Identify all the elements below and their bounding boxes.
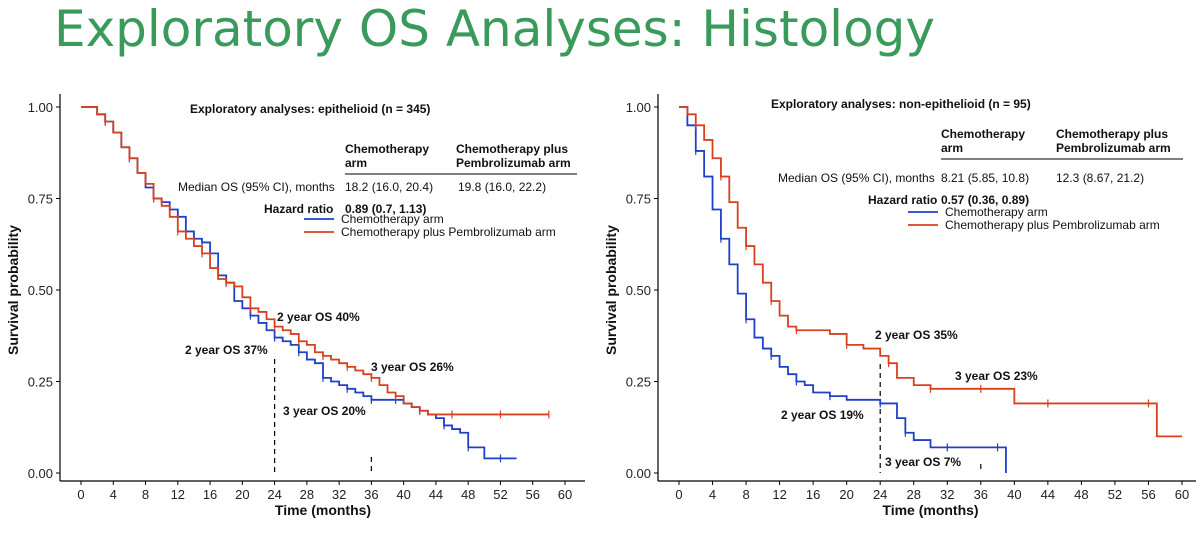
hazard-ratio-value: 0.57 (0.36, 0.89) — [941, 193, 1029, 207]
x-tick-label: 28 — [906, 487, 920, 502]
y-tick-label: 0.50 — [626, 283, 651, 298]
os-annotation: 2 year OS 40% — [277, 310, 360, 324]
x-tick-label: 48 — [461, 487, 475, 502]
x-tick-label: 32 — [940, 487, 954, 502]
y-tick-label: 0.25 — [28, 375, 53, 390]
y-tick-label: 0.00 — [28, 466, 53, 481]
hazard-ratio-label: Hazard ratio — [868, 193, 937, 207]
x-tick-label: 8 — [142, 487, 149, 502]
median-os-chemo: 8.21 (5.85, 10.8) — [941, 171, 1029, 185]
x-tick-label: 52 — [493, 487, 507, 502]
os-annotation: 3 year OS 23% — [955, 369, 1038, 383]
x-tick-label: 0 — [77, 487, 84, 502]
slide-title: Exploratory OS Analyses: Histology — [54, 0, 935, 58]
median-os-chemo: 18.2 (16.0, 20.4) — [345, 180, 433, 194]
hazard-ratio-value: 0.89 (0.7, 1.13) — [345, 202, 426, 216]
table-col2-header: Chemotherapy plus — [456, 142, 568, 156]
median-os-pembro: 19.8 (16.0, 22.2) — [458, 180, 546, 194]
y-tick-label: 0.25 — [626, 375, 651, 390]
table-col1-header: arm — [941, 141, 963, 155]
x-tick-label: 32 — [332, 487, 346, 502]
os-annotation: 3 year OS 7% — [885, 455, 961, 469]
x-tick-label: 12 — [171, 487, 185, 502]
x-tick-label: 28 — [300, 487, 314, 502]
os-annotation: 3 year OS 20% — [283, 404, 366, 418]
y-tick-label: 0.00 — [626, 466, 651, 481]
median-os-label: Median OS (95% CI), months — [778, 171, 935, 185]
x-tick-label: 56 — [525, 487, 539, 502]
table-col2-header: Pembrolizumab arm — [1056, 141, 1171, 155]
table-col1-header: Chemotherapy — [345, 142, 429, 156]
table-col1-header: arm — [345, 156, 367, 170]
x-tick-label: 24 — [267, 487, 281, 502]
x-tick-label: 0 — [675, 487, 682, 502]
os-annotation: 2 year OS 35% — [875, 328, 958, 342]
km-chart-epithelioid: 0.000.250.500.751.000 4 8 12 16 20 24 28 32 36 40 4… — [5, 94, 585, 518]
x-tick-label: 20 — [839, 487, 853, 502]
x-tick-label: 40 — [396, 487, 410, 502]
y-tick-label: 1.00 — [28, 100, 53, 115]
x-tick-label: 20 — [235, 487, 249, 502]
os-annotation: 2 year OS 37% — [185, 343, 268, 357]
x-tick-label: 48 — [1074, 487, 1088, 502]
x-tick-label: 4 — [110, 487, 117, 502]
y-tick-label: 0.75 — [28, 192, 53, 207]
series-line-chemotherapy — [679, 106, 1007, 473]
x-tick-label: 60 — [1175, 487, 1189, 502]
x-tick-label: 12 — [772, 487, 786, 502]
x-tick-label: 60 — [558, 487, 572, 502]
y-axis-title: Survival probability — [5, 225, 21, 355]
series-line-chemo-pembrolizumab — [679, 106, 1182, 438]
os-annotation: 2 year OS 19% — [781, 408, 864, 422]
y-tick-label: 0.50 — [28, 283, 53, 298]
panel-title: Exploratory analyses: epithelioid (n = 3… — [190, 102, 430, 116]
x-tick-label: 40 — [1007, 487, 1021, 502]
y-tick-label: 1.00 — [626, 100, 651, 115]
hazard-ratio-label: Hazard ratio — [264, 202, 333, 216]
table-col2-header: Chemotherapy plus — [1056, 127, 1168, 141]
x-tick-label: 24 — [873, 487, 887, 502]
os-annotation: 3 year OS 26% — [371, 360, 454, 374]
x-tick-label: 8 — [742, 487, 749, 502]
x-tick-label: 4 — [709, 487, 716, 502]
y-tick-label: 0.75 — [626, 192, 651, 207]
legend-label: Chemotherapy plus Pembrolizumab arm — [945, 218, 1160, 232]
table-col1-header: Chemotherapy — [941, 127, 1025, 141]
x-tick-label: 52 — [1108, 487, 1122, 502]
x-tick-label: 44 — [429, 487, 443, 502]
x-tick-label: 16 — [806, 487, 820, 502]
x-axis-title: Time (months) — [275, 502, 371, 518]
table-col2-header: Pembrolizumab arm — [456, 156, 571, 170]
x-tick-label: 16 — [203, 487, 217, 502]
panel-title: Exploratory analyses: non-epithelioid (n… — [771, 97, 1031, 111]
km-chart-non-epithelioid: 0.000.250.500.751.000 4 8 12 16 20 24 28 32 36 40 4… — [603, 94, 1196, 518]
y-axis-title: Survival probability — [603, 225, 619, 355]
x-tick-label: 36 — [364, 487, 378, 502]
x-tick-label: 56 — [1141, 487, 1155, 502]
x-tick-label: 36 — [974, 487, 988, 502]
median-os-label: Median OS (95% CI), months — [178, 180, 335, 194]
legend-label: Chemotherapy arm — [341, 212, 444, 226]
legend-label: Chemotherapy plus Pembrolizumab arm — [341, 225, 556, 239]
x-axis-title: Time (months) — [882, 502, 978, 518]
legend-label: Chemotherapy arm — [945, 205, 1048, 219]
median-os-pembro: 12.3 (8.67, 21.2) — [1056, 171, 1144, 185]
x-tick-label: 44 — [1041, 487, 1055, 502]
